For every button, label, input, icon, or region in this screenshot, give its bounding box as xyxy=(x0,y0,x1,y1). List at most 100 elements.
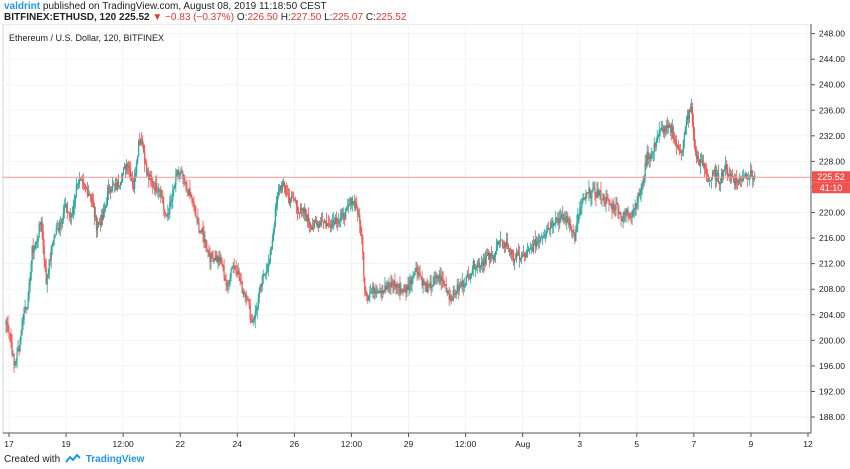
candle xyxy=(69,207,71,224)
candle xyxy=(660,120,662,132)
candle-body xyxy=(691,107,694,123)
candle xyxy=(85,186,87,190)
candle-body xyxy=(310,227,313,230)
candle-body xyxy=(81,180,83,182)
candle xyxy=(423,278,425,286)
candle-body xyxy=(67,212,69,214)
candle xyxy=(475,265,477,272)
author-link[interactable]: valdrint xyxy=(4,1,41,12)
candle xyxy=(378,290,380,294)
candle xyxy=(627,206,629,223)
candle-body xyxy=(226,284,228,286)
candle xyxy=(59,216,61,237)
candle-body xyxy=(510,250,513,255)
candle xyxy=(174,182,176,189)
candle xyxy=(724,155,727,176)
candle-body xyxy=(155,183,157,192)
candle-body xyxy=(680,152,682,153)
candle-body xyxy=(534,239,536,243)
candle-body xyxy=(487,252,489,256)
candle xyxy=(530,242,532,251)
candle-body xyxy=(312,226,315,228)
candle xyxy=(521,251,524,258)
candle xyxy=(528,245,530,252)
candle xyxy=(594,181,596,201)
candle xyxy=(272,228,274,242)
candle xyxy=(705,162,708,182)
candle xyxy=(273,221,275,235)
candle-body xyxy=(56,228,58,230)
candle-body xyxy=(455,293,457,295)
candle-body xyxy=(23,307,25,320)
created-with-text: Created with xyxy=(4,454,61,465)
candle-body xyxy=(210,252,212,263)
candle xyxy=(23,306,25,326)
candle xyxy=(517,243,520,257)
candle xyxy=(288,188,291,207)
candle-body xyxy=(509,252,512,255)
candle xyxy=(62,204,64,225)
candle xyxy=(621,215,623,222)
candle-body xyxy=(54,234,56,236)
candle xyxy=(260,283,262,293)
candle-body xyxy=(83,183,85,186)
candle xyxy=(342,208,344,220)
x-tick-label: 17 xyxy=(4,439,14,449)
candle xyxy=(410,275,412,292)
candle xyxy=(444,283,446,287)
candle-body xyxy=(334,220,336,224)
candle xyxy=(561,211,563,221)
candle xyxy=(366,290,368,302)
candle xyxy=(317,221,320,232)
candle-body xyxy=(460,284,462,287)
candle-body xyxy=(741,178,743,181)
candle xyxy=(274,203,276,228)
candle-body xyxy=(725,164,728,168)
candle xyxy=(600,181,602,205)
candle-body xyxy=(276,196,278,205)
candle-body xyxy=(364,277,366,292)
candle-body xyxy=(747,177,749,180)
candle xyxy=(155,175,157,197)
down-arrow-icon: ▼ xyxy=(152,12,163,23)
close-label: C: xyxy=(365,12,376,23)
candle-body xyxy=(442,279,444,281)
candle xyxy=(668,121,670,129)
candle xyxy=(348,198,350,214)
price-chart[interactable]: 188.00192.00196.00200.00204.00208.00212.… xyxy=(0,24,850,449)
candle-body xyxy=(280,186,282,191)
candle xyxy=(202,220,204,243)
candle-body xyxy=(94,215,97,218)
candle-body xyxy=(644,162,646,178)
candle-body xyxy=(702,163,705,167)
candle xyxy=(396,281,398,294)
candle-body xyxy=(572,230,574,233)
candle xyxy=(270,246,272,256)
candle-body xyxy=(231,266,233,269)
candle-body xyxy=(426,283,428,293)
candle xyxy=(153,180,155,189)
candle-body xyxy=(24,306,26,308)
candle xyxy=(204,231,206,248)
candle xyxy=(353,200,355,206)
candle-body xyxy=(517,252,520,255)
candle-body xyxy=(344,219,346,220)
candle-body xyxy=(491,255,494,256)
candle xyxy=(279,185,281,194)
candle-body xyxy=(306,214,309,222)
candle-body xyxy=(735,177,737,186)
candle-body xyxy=(120,181,123,183)
candle-body xyxy=(154,188,156,192)
candle xyxy=(585,189,587,205)
candle-body xyxy=(299,208,302,214)
candle xyxy=(115,177,118,191)
candle xyxy=(346,206,348,212)
candle xyxy=(73,193,75,216)
candle xyxy=(302,207,305,219)
candle xyxy=(305,209,308,222)
candle xyxy=(91,192,94,208)
candle xyxy=(124,163,127,178)
candle-body xyxy=(587,192,589,194)
candle xyxy=(137,155,139,165)
tradingview-brand[interactable]: TradingView xyxy=(85,454,145,465)
